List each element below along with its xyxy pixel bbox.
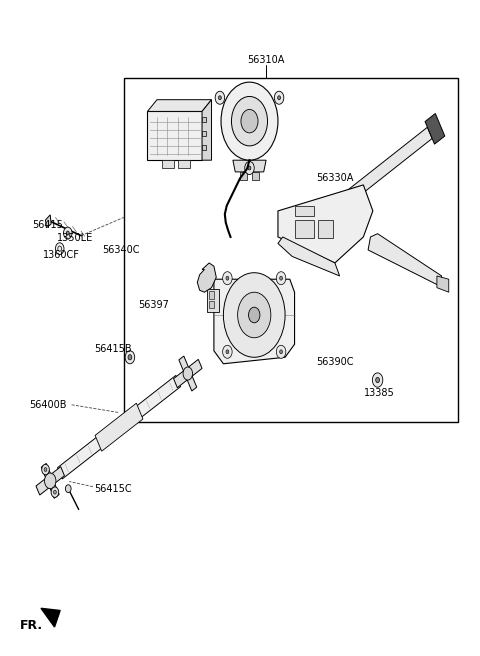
Circle shape bbox=[65, 485, 71, 493]
Polygon shape bbox=[278, 237, 340, 276]
Polygon shape bbox=[437, 276, 449, 292]
Circle shape bbox=[241, 110, 258, 133]
Text: FR.: FR. bbox=[19, 619, 43, 632]
Polygon shape bbox=[95, 403, 143, 451]
Text: 56310A: 56310A bbox=[247, 55, 285, 65]
Text: 1360CF: 1360CF bbox=[43, 250, 80, 260]
Polygon shape bbox=[202, 100, 212, 160]
Circle shape bbox=[215, 91, 225, 104]
Text: 56415C: 56415C bbox=[94, 483, 132, 494]
Circle shape bbox=[226, 276, 229, 280]
Polygon shape bbox=[174, 359, 202, 388]
Text: 56400B: 56400B bbox=[29, 400, 66, 410]
Circle shape bbox=[223, 345, 232, 358]
Circle shape bbox=[280, 350, 283, 354]
Circle shape bbox=[53, 490, 56, 494]
Polygon shape bbox=[58, 375, 180, 479]
Circle shape bbox=[280, 276, 283, 280]
Circle shape bbox=[45, 473, 56, 489]
Circle shape bbox=[372, 373, 383, 387]
Circle shape bbox=[376, 377, 380, 382]
Bar bbox=[207, 289, 219, 312]
Circle shape bbox=[63, 227, 72, 239]
Bar bbox=[318, 220, 333, 238]
Polygon shape bbox=[179, 356, 197, 391]
Circle shape bbox=[183, 367, 192, 380]
Polygon shape bbox=[425, 113, 445, 144]
Circle shape bbox=[42, 464, 49, 475]
Circle shape bbox=[56, 243, 64, 255]
Circle shape bbox=[226, 350, 229, 354]
Bar bbox=[124, 77, 458, 422]
Bar bbox=[202, 131, 206, 136]
Text: 1350LE: 1350LE bbox=[57, 234, 94, 243]
Circle shape bbox=[238, 292, 271, 338]
Circle shape bbox=[125, 351, 135, 364]
Circle shape bbox=[277, 96, 280, 100]
Circle shape bbox=[248, 166, 251, 170]
Polygon shape bbox=[333, 127, 432, 213]
Bar bbox=[179, 160, 190, 168]
Circle shape bbox=[66, 231, 69, 235]
Circle shape bbox=[276, 345, 286, 358]
Text: 56330A: 56330A bbox=[316, 173, 353, 184]
Bar bbox=[209, 291, 214, 298]
Circle shape bbox=[221, 82, 278, 160]
Polygon shape bbox=[41, 608, 60, 627]
Circle shape bbox=[275, 91, 284, 104]
Text: 56415: 56415 bbox=[33, 220, 63, 230]
Bar bbox=[147, 112, 202, 160]
Bar bbox=[295, 220, 313, 238]
Circle shape bbox=[51, 487, 59, 497]
Text: 13385: 13385 bbox=[364, 388, 395, 398]
Bar bbox=[162, 160, 174, 168]
Text: 56340C: 56340C bbox=[102, 245, 140, 255]
Circle shape bbox=[223, 273, 285, 358]
Polygon shape bbox=[233, 160, 266, 172]
Circle shape bbox=[231, 96, 267, 146]
Circle shape bbox=[44, 468, 47, 472]
Circle shape bbox=[128, 355, 132, 360]
Polygon shape bbox=[147, 100, 212, 112]
Bar bbox=[240, 172, 247, 180]
Polygon shape bbox=[368, 234, 442, 286]
Polygon shape bbox=[214, 279, 295, 364]
Circle shape bbox=[223, 272, 232, 285]
Text: 56390C: 56390C bbox=[316, 357, 353, 367]
Polygon shape bbox=[197, 263, 216, 292]
Text: 56415B: 56415B bbox=[94, 344, 132, 354]
Polygon shape bbox=[36, 466, 64, 495]
Bar bbox=[252, 172, 259, 180]
Bar bbox=[202, 117, 206, 122]
Circle shape bbox=[276, 272, 286, 285]
Bar bbox=[209, 300, 214, 308]
Circle shape bbox=[245, 161, 254, 174]
Polygon shape bbox=[278, 185, 373, 263]
Circle shape bbox=[218, 96, 221, 100]
Bar bbox=[295, 207, 313, 216]
Text: 56397: 56397 bbox=[138, 300, 169, 310]
Circle shape bbox=[249, 307, 260, 323]
Polygon shape bbox=[41, 463, 59, 499]
Bar bbox=[202, 145, 206, 150]
Polygon shape bbox=[46, 215, 51, 228]
